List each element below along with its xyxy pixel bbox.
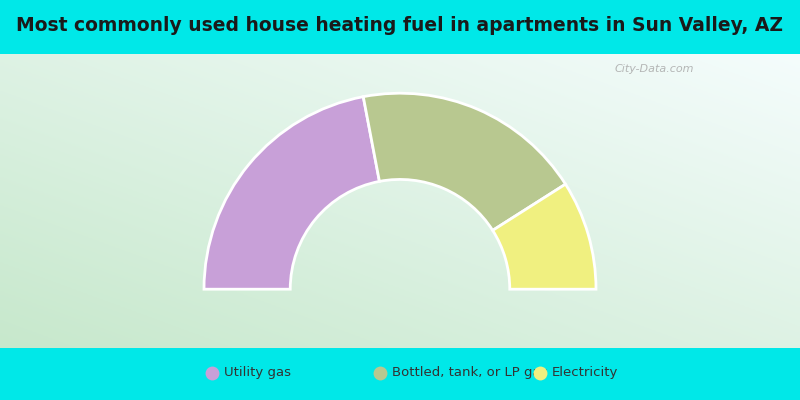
Text: City-Data.com: City-Data.com [614, 64, 694, 74]
Wedge shape [493, 184, 596, 289]
Text: Electricity: Electricity [552, 366, 618, 380]
Text: Bottled, tank, or LP gas: Bottled, tank, or LP gas [392, 366, 547, 380]
Text: Most commonly used house heating fuel in apartments in Sun Valley, AZ: Most commonly used house heating fuel in… [17, 16, 783, 36]
Wedge shape [204, 97, 379, 289]
Wedge shape [363, 93, 566, 230]
Text: Utility gas: Utility gas [224, 366, 291, 380]
